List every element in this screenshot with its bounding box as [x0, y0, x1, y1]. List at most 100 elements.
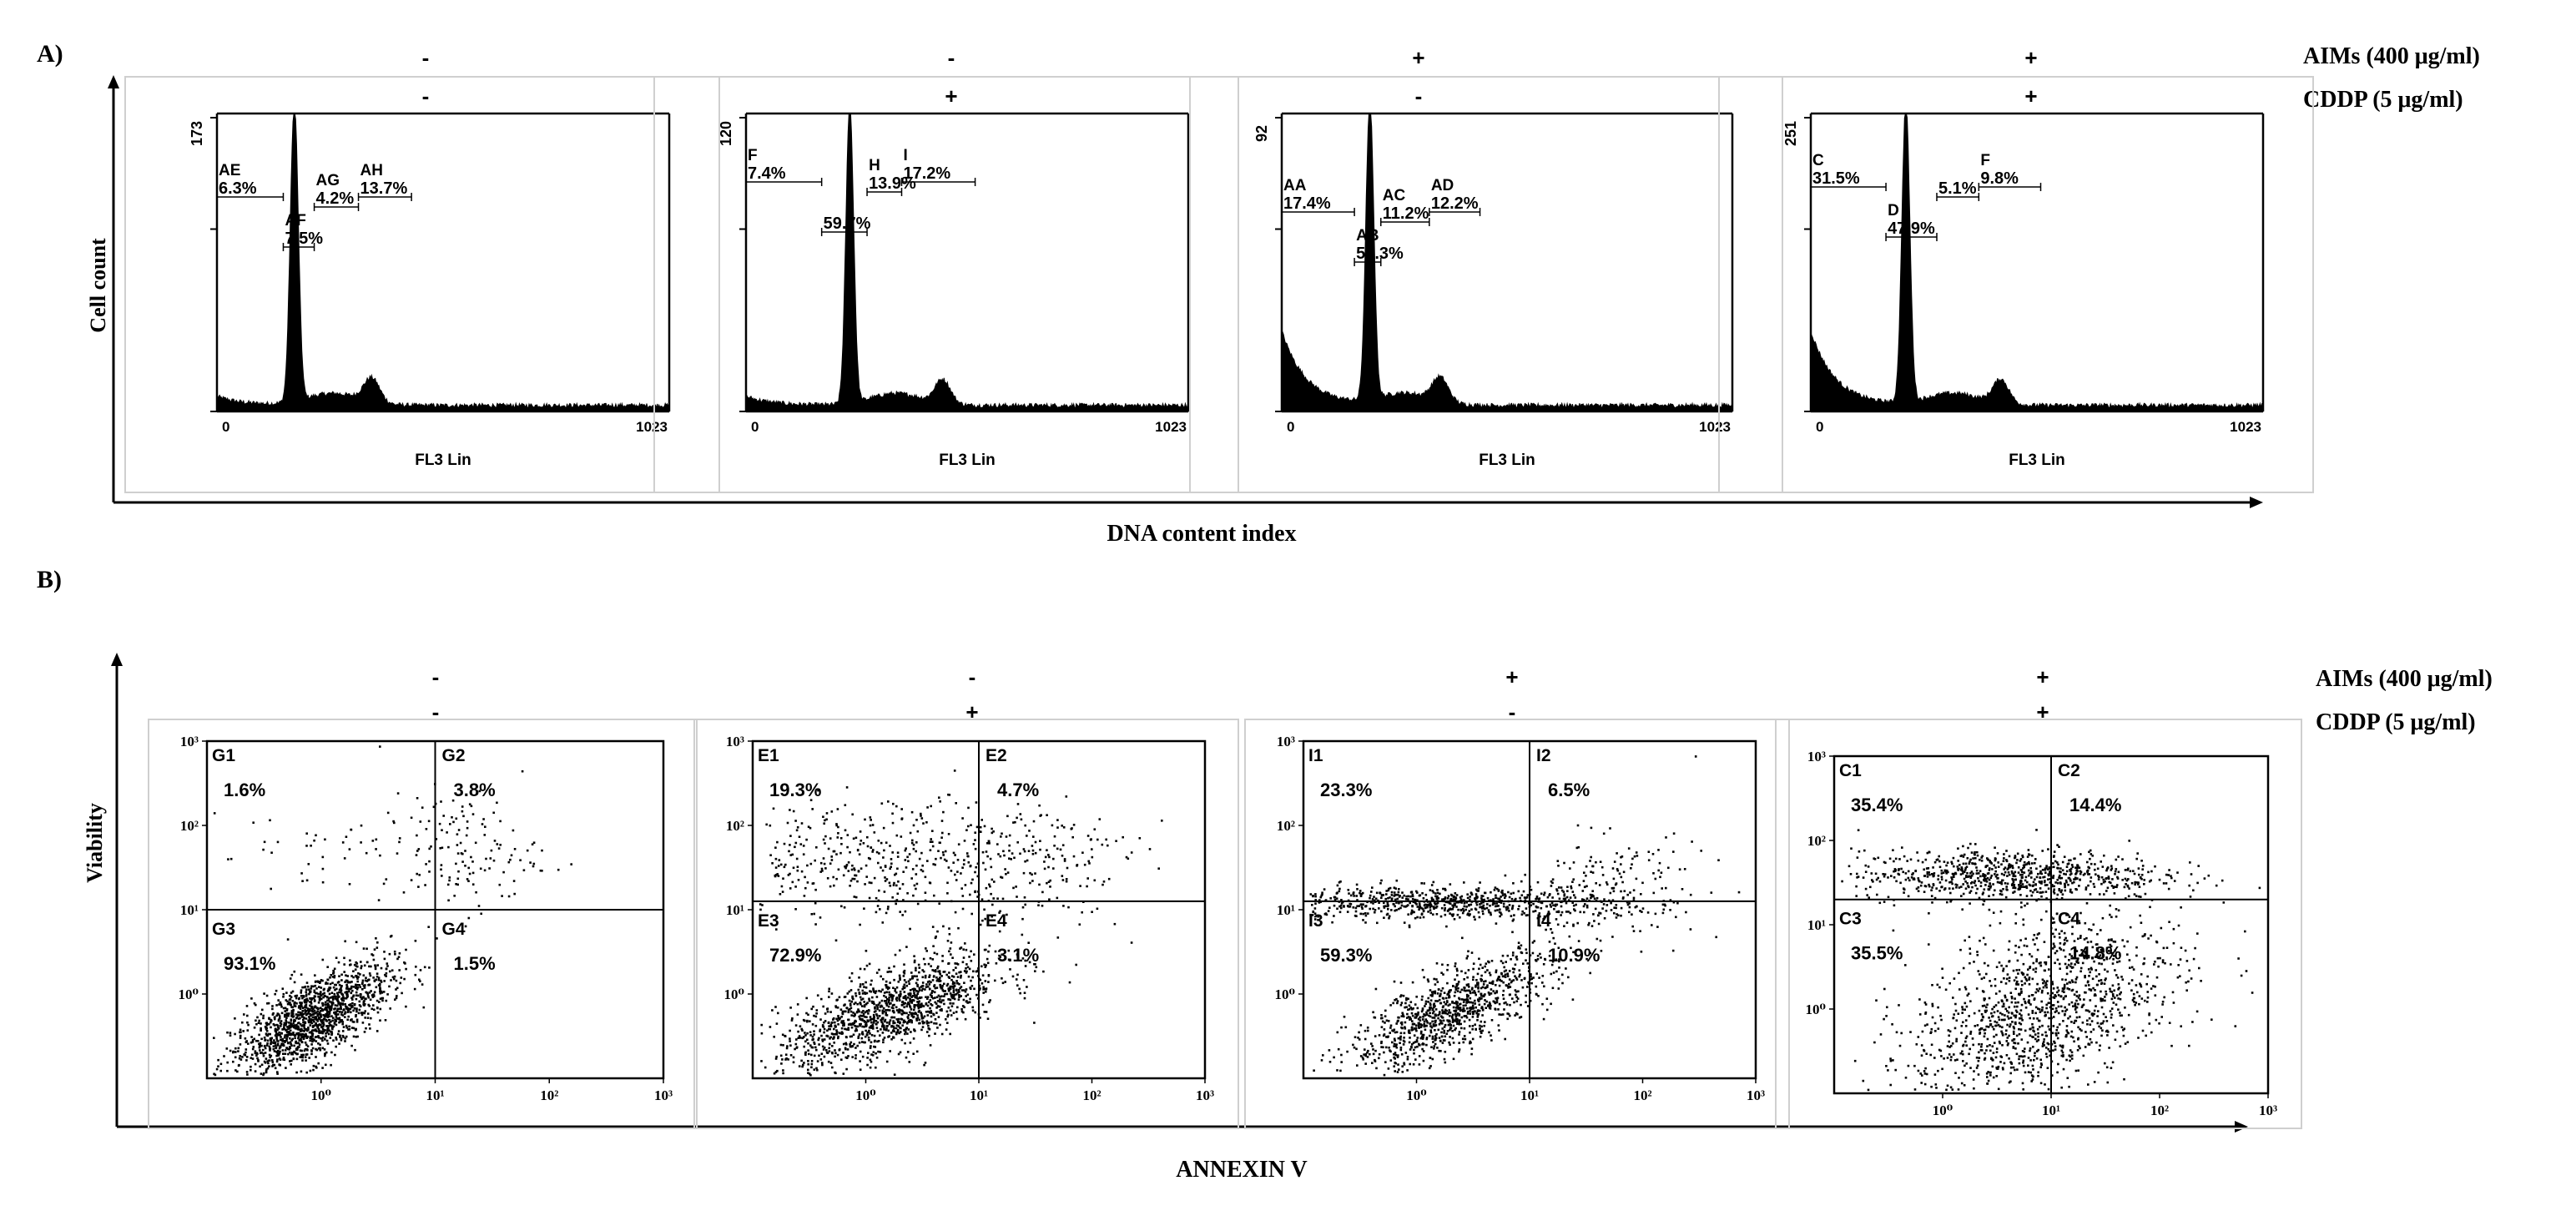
scatter-point [769, 854, 772, 856]
scatter-point [929, 1012, 931, 1014]
scatter-point [807, 1013, 809, 1017]
scatter-point [921, 1022, 925, 1025]
scatter-point [301, 1010, 305, 1012]
scatter-point [250, 1036, 253, 1038]
scatter-point [294, 1034, 297, 1037]
scatter-point [299, 1002, 301, 1004]
scatter-point [967, 975, 970, 978]
scatter-point [800, 822, 804, 825]
scatter-point [284, 1007, 287, 1010]
scatter-point [902, 986, 905, 988]
scatter-point [305, 1012, 309, 1016]
scatter-point [1510, 980, 1514, 982]
scatter-point [923, 1021, 925, 1024]
scatter-point [1415, 1029, 1418, 1032]
scatter-point [1421, 968, 1424, 971]
scatter-point [935, 979, 939, 981]
scatter-point [921, 1004, 924, 1007]
scatter-point [1413, 1034, 1416, 1037]
scatter-point [909, 978, 911, 981]
scatter-point [853, 1022, 855, 1025]
scatter-point [1406, 1017, 1409, 1019]
scatter-chart-2: -+E119.3%E24.7%E372.9%E43.1%10⁰10¹10²10³… [693, 664, 1239, 1129]
scatter-point [1448, 1009, 1450, 1012]
scatter-point [1378, 1057, 1380, 1060]
scatter-point [894, 873, 896, 876]
scatter-point [811, 1038, 814, 1042]
scatter-point [965, 970, 968, 973]
scatter-point [895, 1006, 898, 1009]
scatter-point [272, 1042, 275, 1044]
scatter-point [461, 860, 464, 863]
scatter-point [414, 940, 417, 942]
scatter-point [303, 1000, 306, 1002]
scatter-point [1455, 1020, 1459, 1023]
scatter-point [1440, 1020, 1443, 1022]
scatter-point [237, 1047, 240, 1050]
scatter-point [1459, 1002, 1462, 1006]
scatter-point [829, 1027, 831, 1031]
scatter-point [970, 912, 973, 916]
scatter-point [1436, 981, 1439, 983]
scatter-point [940, 986, 944, 990]
scatter-point [1545, 928, 1547, 931]
scatter-point [1056, 826, 1059, 829]
scatter-point [1314, 893, 1317, 896]
scatter-point [876, 1030, 880, 1032]
scatter-point [1495, 971, 1498, 974]
scatter-point [875, 1010, 877, 1012]
scatter-point [827, 847, 830, 850]
scatter-point [1518, 969, 1521, 971]
scatter-point [888, 1009, 891, 1012]
scatter-point [859, 967, 862, 971]
scatter-point [492, 859, 496, 862]
scatter-point [363, 1000, 365, 1002]
scatter-point [1394, 893, 1398, 896]
scatter-point [911, 868, 915, 870]
scatter-point [1481, 986, 1485, 989]
scatter-point [1514, 975, 1516, 977]
scatter-point [1032, 835, 1035, 838]
scatter-point [358, 984, 361, 986]
scatter-point [1508, 993, 1511, 997]
scatter-point [830, 1022, 834, 1024]
scatter-point [1424, 1002, 1427, 1006]
scatter-point [934, 1018, 937, 1021]
scatter-point [355, 997, 358, 1001]
scatter-point [844, 865, 846, 868]
scatter-point [345, 992, 349, 995]
scatter-point [1314, 899, 1317, 901]
scatter-point [941, 851, 945, 854]
scatter-point [308, 1057, 310, 1059]
quadrant-ur: E24.7% [986, 746, 1039, 800]
scatter-point [1444, 1002, 1447, 1006]
scatter-point [266, 1034, 270, 1037]
scatter-point [818, 1037, 820, 1040]
scatter-point [260, 1012, 263, 1016]
scatter-point [902, 1021, 905, 1024]
scatter-point [329, 1030, 332, 1033]
scatter-point [376, 999, 379, 1002]
scatter-point [952, 981, 955, 983]
scatter-point [988, 842, 991, 845]
scatter-point [1508, 970, 1511, 972]
scatter-point [1458, 1048, 1461, 1051]
scatter-point [855, 1011, 859, 1014]
scatter-point [362, 974, 365, 976]
scatter-point [829, 837, 832, 840]
scatter-point [1459, 1019, 1461, 1022]
scatter-point [301, 997, 304, 1000]
scatter-point [350, 975, 353, 977]
scatter-point [280, 1036, 282, 1038]
scatter-point [940, 1001, 943, 1004]
scatter-point [1480, 1020, 1483, 1023]
scatter-point [910, 992, 912, 995]
scatter-point [774, 1057, 778, 1060]
scatter-point [275, 1054, 278, 1057]
scatter-point [1532, 976, 1535, 979]
quadrant-id-label: E3 [758, 911, 779, 931]
scatter-point [1320, 894, 1323, 897]
scatter-point [956, 992, 959, 994]
scatter-point [948, 971, 950, 974]
scatter-point [939, 983, 941, 986]
